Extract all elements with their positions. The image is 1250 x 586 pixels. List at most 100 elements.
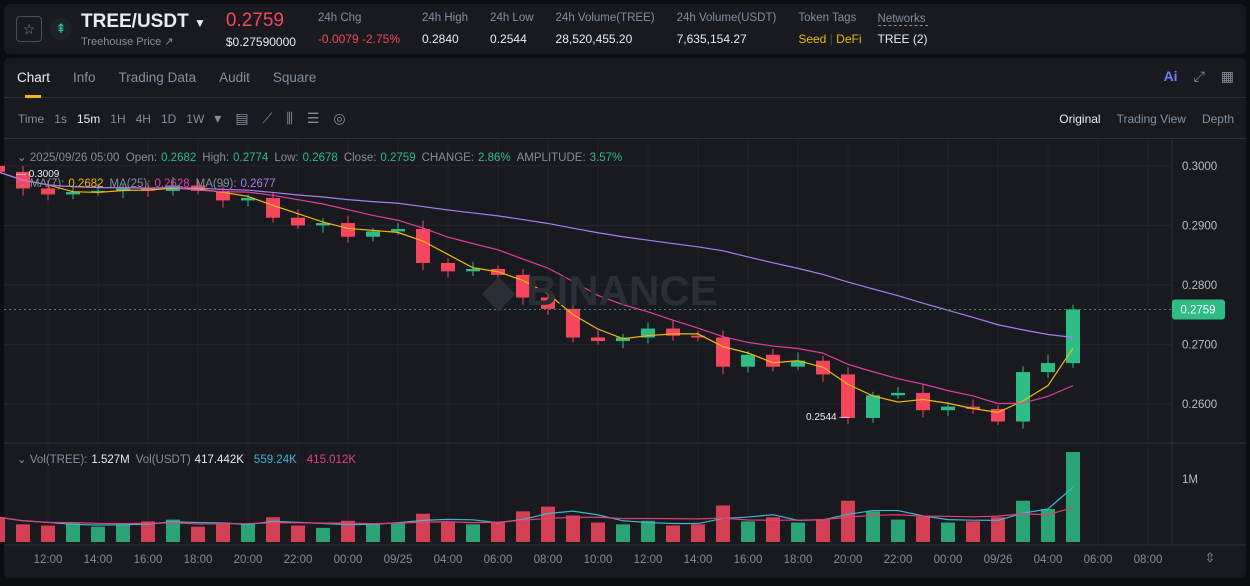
- stats-group: 24h Chg -0.0079 -2.75% 24h High 0.2840 24h L…: [296, 12, 776, 46]
- favorite-star-icon[interactable]: ☆: [16, 16, 42, 42]
- layout-grid-icon[interactable]: ▦: [1220, 68, 1234, 84]
- stat-value: 28,520,455.20: [555, 32, 633, 46]
- candle-body: [591, 337, 605, 342]
- token-logo-icon: ⇞: [50, 18, 72, 40]
- settings-list-icon[interactable]: ☰: [306, 110, 320, 126]
- stat-value: 0.2544: [490, 32, 527, 46]
- token-price-link[interactable]: Treehouse Price ↗: [81, 35, 174, 48]
- target-icon[interactable]: ◎: [333, 110, 346, 126]
- tab-info[interactable]: Info: [73, 69, 96, 85]
- legend-ma99-label: MA(99):: [195, 178, 237, 190]
- candle-body: [541, 297, 555, 309]
- candle-type-icon[interactable]: ⫼: [286, 110, 293, 126]
- volume-bar: [116, 524, 130, 542]
- ticker-header: ☆ ⇞ TREE/USDT ▼ Treehouse Price ↗ 0.2759…: [4, 4, 1246, 54]
- volume-legend: ⌄ Vol(TREE): 1.527M Vol(USDT) 417.442K 559.2…: [17, 454, 357, 466]
- legend-vma2: 415.012K: [306, 454, 357, 466]
- volume-bar: [1041, 508, 1055, 542]
- current-price-tag: [1172, 299, 1225, 320]
- stat-label: 24h Low: [490, 12, 534, 24]
- volume-bar: [916, 516, 930, 542]
- tab-bar: Chart Info Trading Data Audit Square: [4, 58, 1246, 98]
- candle-body: [366, 231, 380, 237]
- candle-body: [716, 337, 730, 367]
- x-tick-label: 12:00: [34, 554, 63, 566]
- volume-bar: [291, 525, 305, 542]
- expand-icon[interactable]: ⤢: [1193, 68, 1205, 84]
- volume-bar: [341, 520, 355, 542]
- watermark-logo: ◆ BINANCE: [481, 267, 717, 314]
- volume-bar: [1016, 500, 1030, 542]
- interval-1W[interactable]: 1W: [186, 111, 205, 126]
- view-original[interactable]: Original: [1059, 112, 1101, 126]
- x-tick-label: 16:00: [134, 554, 163, 566]
- volume-bar: [816, 519, 830, 542]
- candle-body: [766, 354, 780, 367]
- pair-selector[interactable]: TREE/USDT ▼: [81, 11, 206, 33]
- x-tick-label: 09/25: [384, 554, 413, 566]
- volume-bar: [41, 525, 55, 542]
- candle-body: [741, 354, 755, 367]
- candle-body: [66, 192, 80, 195]
- x-tick-label: 20:00: [234, 554, 263, 566]
- interval-1s[interactable]: 1s: [54, 111, 67, 126]
- interval-1H[interactable]: 1H: [110, 111, 126, 126]
- candle-body: [41, 188, 55, 195]
- candle-body: [466, 268, 480, 272]
- legend-date: 2025/09/26 05:00: [29, 152, 120, 164]
- chevron-down-icon: ▼: [193, 15, 206, 30]
- volume-ma-line-1: [0, 506, 1074, 525]
- volume-tick-label: 1M: [1182, 474, 1198, 486]
- view-depth[interactable]: Depth: [1201, 112, 1234, 126]
- legend-close-label: Close:: [343, 152, 377, 164]
- x-tick-label: 06:00: [484, 554, 513, 566]
- indicator-icon[interactable]: ⟋: [262, 110, 273, 126]
- volume-bar: [591, 522, 605, 542]
- networks-value[interactable]: TREE (2): [877, 31, 928, 46]
- volume-bar: [616, 524, 630, 542]
- x-tick-label: 06:00: [1084, 554, 1113, 566]
- candle-body: [866, 395, 880, 418]
- view-trading-view[interactable]: Trading View: [1116, 112, 1186, 126]
- tab-trading-data[interactable]: Trading Data: [118, 69, 197, 85]
- tab-audit[interactable]: Audit: [219, 69, 250, 85]
- volume-ma-line-0: [0, 486, 1074, 526]
- candle-body: [966, 406, 980, 410]
- volume-bar: [491, 522, 505, 542]
- candle-body: [291, 217, 305, 226]
- tab-chart[interactable]: Chart: [17, 58, 50, 98]
- volume-bar: [316, 527, 330, 542]
- candle-body: [241, 198, 255, 201]
- candle-body: [91, 190, 105, 193]
- calendar-icon[interactable]: ▤: [235, 110, 249, 126]
- stat-label: 24h Chg: [317, 12, 362, 24]
- legend-vol: 1.527M: [91, 454, 130, 466]
- volume-bar: [391, 523, 405, 542]
- ai-button[interactable]: Ai: [1163, 68, 1178, 84]
- legend-change: 2.86%: [478, 152, 511, 164]
- legend-volu: 417.442K: [194, 454, 244, 466]
- interval-dropdown-icon[interactable]: ▾: [214, 110, 222, 126]
- interval-4H[interactable]: 4H: [135, 111, 151, 126]
- interval-Time[interactable]: Time: [18, 111, 45, 126]
- legend-ma7-label: MA(7):: [29, 178, 65, 190]
- x-tick-label: 14:00: [84, 554, 113, 566]
- candle-body: [916, 392, 930, 411]
- candle-body: [641, 328, 655, 338]
- stat-value: 7,635,154.27: [676, 32, 747, 46]
- candle-body: [1016, 372, 1030, 422]
- candle-body: [266, 198, 280, 218]
- stat-4: 24h Volume(USDT) 7,635,154.27: [677, 12, 777, 46]
- tag-defi[interactable]: DeFi: [836, 32, 862, 46]
- volume-bar: [566, 515, 580, 542]
- tag-seed[interactable]: Seed: [798, 32, 827, 46]
- volume-bar: [166, 519, 180, 542]
- volume-bar: [991, 517, 1005, 542]
- interval-15m[interactable]: 15m: [76, 111, 101, 126]
- x-tick-label: 00:00: [934, 554, 963, 566]
- interval-1D[interactable]: 1D: [160, 111, 177, 126]
- auto-scale-icon[interactable]: ⇳: [1205, 550, 1216, 565]
- tab-square[interactable]: Square: [272, 69, 317, 85]
- x-tick-label: 12:00: [634, 554, 663, 566]
